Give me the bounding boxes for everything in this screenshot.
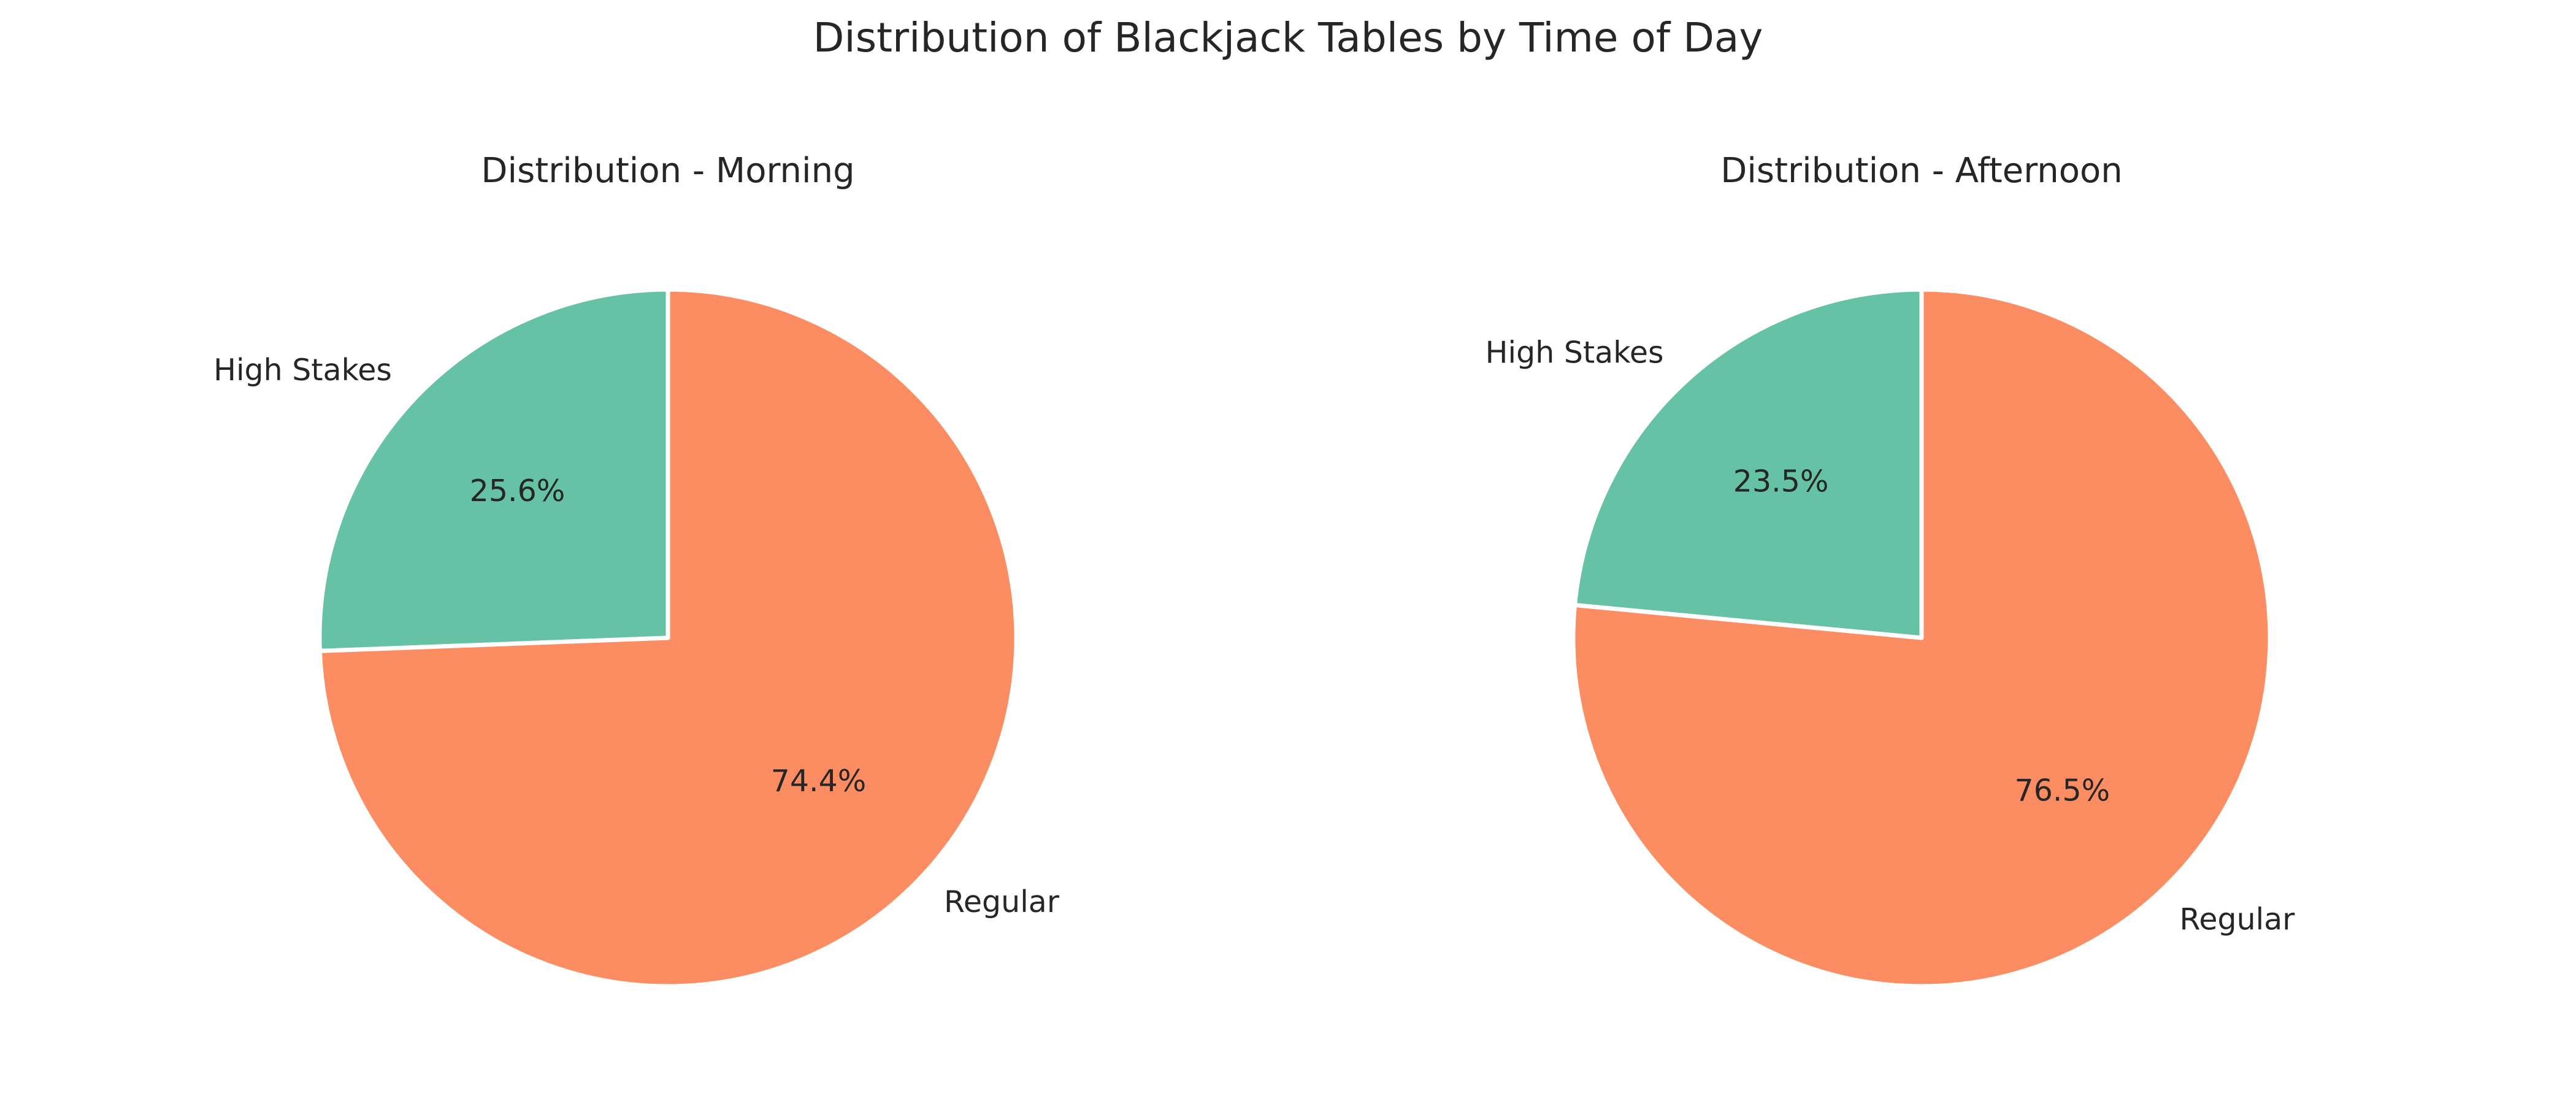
pie-afternoon-value-high-stakes: 23.5% [1733, 464, 1829, 499]
pie-morning-value-high-stakes: 25.6% [470, 473, 565, 508]
pie-morning-slice-regular [317, 287, 1019, 989]
pie-afternoon-slice-regular [1571, 287, 2272, 989]
pie-afternoon: Distribution - Afternoon High Stakes 23.5… [1485, 151, 2295, 989]
pie-morning-label-high-stakes: High Stakes [213, 353, 392, 388]
pie-morning-slice-high-stakes [317, 287, 670, 653]
pie-morning: Distribution - Morning High Stakes 25.6% R… [213, 151, 1060, 989]
pie-morning-title: Distribution - Morning [481, 151, 854, 191]
pie-afternoon-label-high-stakes: High Stakes [1485, 335, 1664, 370]
pie-morning-value-regular: 74.4% [771, 764, 867, 799]
figure-title: Distribution of Blackjack Tables by Time… [813, 14, 1763, 61]
pie-afternoon-value-regular: 76.5% [2015, 773, 2110, 808]
pie-afternoon-slice-high-stakes [1573, 287, 1924, 640]
pie-morning-label-regular: Regular [944, 884, 1060, 919]
pie-afternoon-title: Distribution - Afternoon [1720, 151, 2123, 191]
pie-afternoon-label-regular: Regular [2179, 902, 2295, 937]
